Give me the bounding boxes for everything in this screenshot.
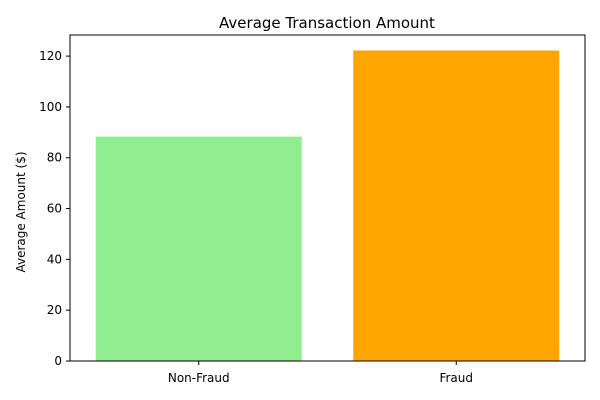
y-tick-label: 120 [39,49,62,63]
bar-fraud [353,50,560,362]
y-tick-label: 40 [47,252,62,266]
y-tick-label: 0 [54,354,62,368]
axes-frame [69,34,586,362]
y-tick-label: 60 [47,202,62,216]
y-tick-label: 100 [39,100,62,114]
chart-title: Average Transaction Amount [219,14,435,32]
x-tick-label: Non-Fraud [168,371,230,385]
bar-non-fraud [95,136,302,361]
y-tick-label: 80 [47,151,62,165]
y-axis-label: Average Amount ($) [14,151,28,272]
plot-area: Non-Fraud Fraud 0 20 40 60 80 100 120 [39,34,586,385]
y-tick-label: 20 [47,303,62,317]
x-tick-label: Fraud [439,371,473,385]
